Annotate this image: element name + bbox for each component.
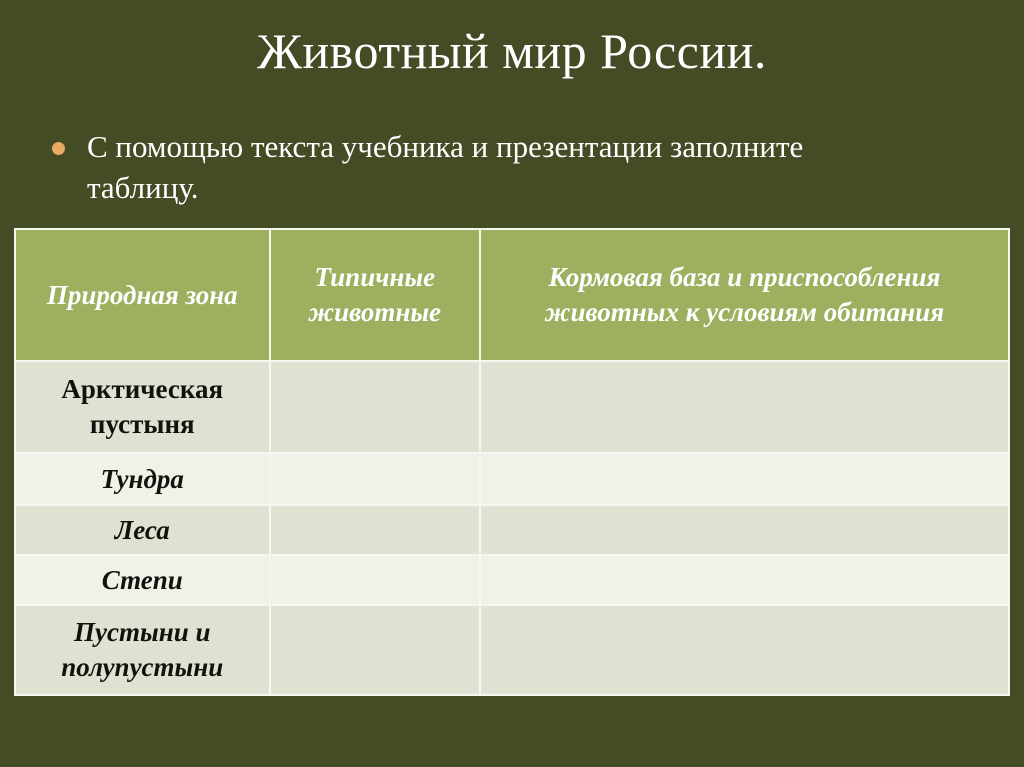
table-row: Пустыни и полупустыни [14, 604, 1011, 696]
cell-animals-arctic-desert[interactable] [268, 360, 481, 454]
cell-feed-tundra[interactable] [478, 452, 1011, 506]
cell-zone-deserts-semideserts: Пустыни и полупустыни [14, 604, 271, 696]
cell-animals-steppes[interactable] [268, 554, 481, 606]
nature-zones-table: Природная зона Типичные животные Кормова… [14, 228, 1011, 696]
cell-feed-forests[interactable] [478, 504, 1011, 556]
bullet-dot-icon [52, 142, 65, 155]
table-header-row: Природная зона Типичные животные Кормова… [14, 228, 1011, 362]
instruction-text: С помощью текста учебника и презентации … [87, 129, 804, 205]
cell-zone-forests: Леса [14, 504, 271, 556]
cell-animals-tundra[interactable] [268, 452, 481, 506]
page-title: Животный мир России. [257, 23, 767, 79]
cell-zone-arctic-desert: Арктическая пустыня [14, 360, 271, 454]
cell-feed-arctic-desert[interactable] [478, 360, 1011, 454]
instruction-block: С помощью текста учебника и презентации … [52, 126, 812, 208]
column-header-typical-animals: Типичные животные [268, 228, 481, 362]
table-body: Арктическая пустыня Тундра Леса Степи [14, 360, 1011, 696]
cell-zone-tundra: Тундра [14, 452, 271, 506]
cell-zone-steppes: Степи [14, 554, 271, 606]
cell-animals-deserts-semideserts[interactable] [268, 604, 481, 696]
table-row: Тундра [14, 452, 1011, 506]
table-row: Степи [14, 554, 1011, 606]
cell-animals-forests[interactable] [268, 504, 481, 556]
bullet-list-item: С помощью текста учебника и презентации … [52, 126, 812, 208]
column-header-feed-base-adaptations: Кормовая база и приспособления животных … [478, 228, 1011, 362]
cell-feed-steppes[interactable] [478, 554, 1011, 606]
column-header-natural-zone: Природная зона [14, 228, 271, 362]
table-header: Природная зона Типичные животные Кормова… [14, 228, 1011, 362]
table-row: Леса [14, 504, 1011, 556]
cell-feed-deserts-semideserts[interactable] [478, 604, 1011, 696]
table-row: Арктическая пустыня [14, 360, 1011, 454]
